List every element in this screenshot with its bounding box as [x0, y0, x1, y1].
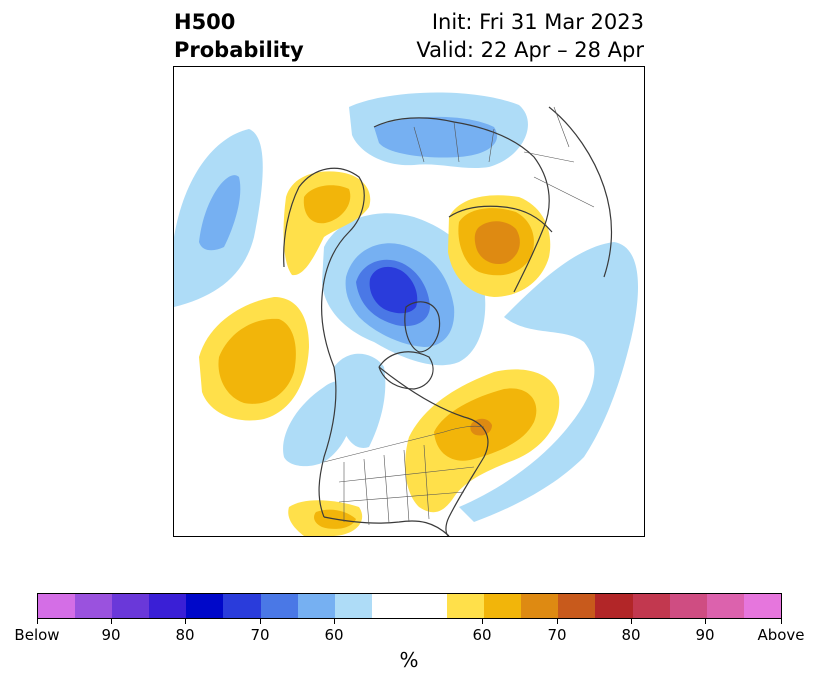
colorbar-tick-mark	[111, 619, 112, 624]
title-left: H500 Probability	[174, 8, 304, 64]
eurasia-coast	[373, 117, 550, 293]
colorbar-tick-label: Above	[757, 626, 805, 644]
alaska-orange-core	[303, 185, 351, 224]
colorbar-tick-label: Below	[14, 626, 60, 644]
above-70-shading	[218, 185, 537, 529]
colorbar-below-segment	[260, 594, 298, 618]
colorbar-tick-label: 80	[175, 626, 195, 644]
us-canada-border	[323, 425, 485, 463]
colorbar-above-segment	[706, 594, 744, 618]
colorbar-below-segment	[112, 594, 150, 618]
colorbar-below-segment	[149, 594, 187, 618]
colorbar-tick-label: 70	[547, 626, 567, 644]
colorbar-below-segment	[334, 594, 372, 618]
siberia-dark-orange-core	[474, 221, 520, 265]
north-pacific-blue-core	[199, 175, 241, 251]
eurasian-borders	[413, 106, 595, 208]
gulf-coast	[323, 516, 450, 536]
colorbar-above-segment	[447, 594, 485, 618]
colorbar-below-segment	[297, 594, 335, 618]
europe-coast	[548, 106, 613, 278]
state-borders	[338, 444, 475, 526]
below-80-shading	[356, 259, 430, 327]
atlantic-blue-region	[459, 242, 639, 522]
init-date: Init: Fri 31 Mar 2023	[431, 10, 644, 34]
siberia-coast	[448, 205, 553, 233]
colorbar-above-segment	[743, 594, 781, 618]
alaska-coast	[283, 167, 365, 368]
colorbar-tick-mark	[334, 619, 335, 624]
colorbar-above-segment	[669, 594, 707, 618]
colorbar-tick-mark	[781, 619, 782, 624]
valid-range: Valid: 22 Apr – 28 Apr	[416, 38, 644, 62]
title-right: Init: Fri 31 Mar 2023 Valid: 22 Apr – 28…	[416, 8, 644, 64]
north-pacific-orange-core	[218, 318, 296, 404]
pacific-nw-blue-region	[283, 381, 355, 467]
hudson-bay	[378, 351, 434, 390]
colorbar-above-segment	[484, 594, 522, 618]
colorbar-below-segment	[38, 594, 76, 618]
political-borders	[323, 106, 595, 526]
colorbar-tick-mark	[482, 619, 483, 624]
greenland	[404, 301, 441, 353]
north-america-east-coast	[378, 366, 489, 536]
north-america-west-coast	[318, 366, 337, 518]
colorbar-above-segment	[521, 594, 559, 618]
colorbar-tick-label: 80	[621, 626, 641, 644]
colorbar-above-segment	[632, 594, 670, 618]
colorbar-tick-label: 90	[101, 626, 121, 644]
eastern-na-dark-orange-spot	[470, 418, 492, 436]
colorbar-tick-mark	[557, 619, 558, 624]
colorbar-tick-label: 60	[324, 626, 344, 644]
colorbar-below-segment	[186, 594, 224, 618]
colorbar-above-segment	[595, 594, 633, 618]
colorbar-tick-label: 70	[250, 626, 270, 644]
colorbar-below-segment	[223, 594, 261, 618]
colorbar-tick-mark	[37, 619, 38, 624]
colorbar-tick-mark	[705, 619, 706, 624]
colorbar-tick-mark	[185, 619, 186, 624]
colorbar-unit: %	[399, 648, 419, 672]
canada-blue-region	[334, 353, 386, 448]
colorbar-tick-label: 90	[695, 626, 715, 644]
colorbar-tick-mark	[631, 619, 632, 624]
arctic-blue-max	[369, 266, 418, 314]
product-title: Probability	[174, 38, 304, 62]
map-canvas	[174, 92, 639, 536]
colorbar-above-segment	[558, 594, 596, 618]
colorbar-below-segment	[75, 594, 113, 618]
probability-colorbar	[37, 593, 782, 619]
variable-title: H500	[174, 10, 236, 34]
eurasia-blue-core	[374, 116, 498, 158]
colorbar-tick-mark	[260, 619, 261, 624]
colorbar-tick-label: 60	[472, 626, 492, 644]
coastlines	[283, 106, 613, 536]
probability-map	[173, 66, 645, 537]
colorbar-neutral-segment	[371, 594, 448, 618]
